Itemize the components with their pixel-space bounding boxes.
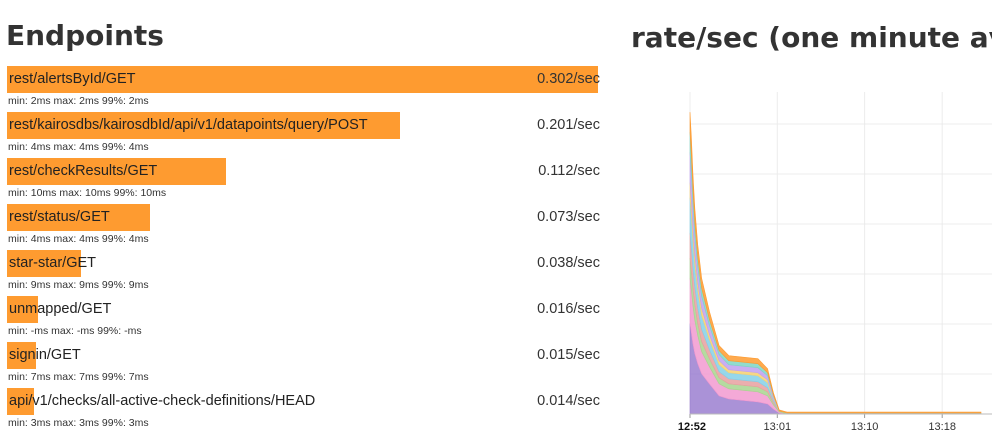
endpoint-rate: 0.201/sec [537, 117, 600, 133]
endpoint-latency-stats: min: 2ms max: 2ms 99%: 2ms [8, 95, 149, 107]
rate-chart-svg: 12:52 13:01 13:10 13:18 [678, 92, 992, 433]
endpoint-latency-stats: min: 10ms max: 10ms 99%: 10ms [8, 187, 167, 199]
endpoints-panel: Endpoints rest/alertsById/GET 0.302/sec mi… [0, 19, 610, 434]
endpoint-rate: 0.112/sec [538, 163, 600, 179]
endpoint-list: rest/alertsById/GET 0.302/sec min: 2ms max… [0, 66, 610, 434]
endpoint-rate: 0.038/sec [537, 255, 600, 271]
endpoint-rate-bar [7, 342, 37, 369]
x-tick-label: 13:01 [764, 421, 792, 433]
endpoint-latency-stats: min: 4ms max: 4ms 99%: 4ms [8, 233, 149, 245]
x-tick-label: 13:10 [851, 421, 879, 433]
endpoint-rate-bar [7, 66, 598, 93]
endpoint-name: api/v1/checks/all-active-check-definitio… [9, 393, 316, 409]
rate-chart-title: rate/sec (one minute avg) [631, 21, 992, 54]
endpoint-latency-stats: min: 4ms max: 4ms 99%: 4ms [8, 141, 149, 153]
endpoint-name: star-star/GET [9, 255, 97, 271]
endpoint-name: signin/GET [9, 347, 81, 363]
endpoint-latency-stats: min: 7ms max: 7ms 99%: 7ms [8, 371, 149, 383]
chart-area-series [689, 112, 982, 414]
endpoint-rate: 0.073/sec [537, 209, 600, 225]
endpoint-row[interactable]: signin/GET 0.015/sec min: 7ms max: 7ms 99%… [0, 342, 610, 388]
endpoint-name: rest/status/GET [9, 209, 110, 225]
endpoint-row[interactable]: star-star/GET 0.038/sec min: 9ms max: 9ms … [0, 250, 610, 296]
endpoint-rate-bar [7, 296, 39, 323]
chart-area-series [689, 278, 981, 415]
x-tick-label: 13:18 [928, 421, 956, 433]
endpoint-row[interactable]: rest/kairosdbs/kairosdbId/api/v1/datapoi… [0, 112, 610, 158]
endpoint-rate-bar [7, 250, 82, 277]
endpoint-rate: 0.302/sec [537, 71, 600, 87]
endpoint-name: unmapped/GET [9, 301, 112, 317]
endpoints-title: Endpoints [6, 19, 164, 52]
endpoint-row[interactable]: unmapped/GET 0.016/sec min: -ms max: -ms 9… [0, 296, 610, 342]
endpoint-rate-bar [7, 388, 35, 415]
endpoint-name: rest/kairosdbs/kairosdbId/api/v1/datapoi… [9, 117, 368, 133]
endpoint-latency-stats: min: -ms max: -ms 99%: -ms [8, 325, 142, 337]
endpoint-latency-stats: min: 3ms max: 3ms 99%: 3ms [8, 417, 149, 429]
endpoint-name: rest/checkResults/GET [9, 163, 158, 179]
endpoint-latency-stats: min: 9ms max: 9ms 99%: 9ms [8, 279, 149, 291]
endpoint-rate: 0.015/sec [537, 347, 600, 363]
endpoint-rate-bar [7, 112, 401, 139]
endpoint-row[interactable]: rest/alertsById/GET 0.302/sec min: 2ms max… [0, 66, 610, 112]
x-tick-label: 12:52 [678, 421, 706, 433]
endpoint-rate: 0.014/sec [537, 393, 600, 409]
endpoint-rate-bar [7, 204, 150, 231]
endpoint-rate: 0.016/sec [537, 301, 600, 317]
rate-chart: 12:52 13:01 13:10 13:18 [620, 70, 992, 436]
endpoint-name: rest/alertsById/GET [9, 71, 136, 87]
endpoint-row[interactable]: rest/status/GET 0.073/sec min: 4ms max: 4m… [0, 204, 610, 250]
endpoint-rate-bar [7, 158, 227, 185]
endpoint-row[interactable]: rest/checkResults/GET 0.112/sec min: 10ms … [0, 158, 610, 204]
endpoint-row[interactable]: api/v1/checks/all-active-check-definitio… [0, 388, 610, 434]
